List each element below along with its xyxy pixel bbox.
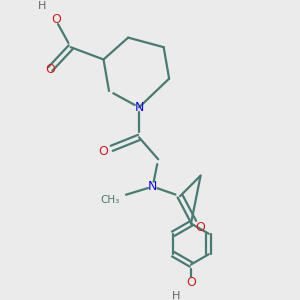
Text: O: O bbox=[186, 276, 196, 289]
Text: H: H bbox=[172, 291, 180, 300]
Text: O: O bbox=[45, 63, 55, 76]
Text: N: N bbox=[148, 180, 158, 193]
Text: O: O bbox=[196, 221, 206, 234]
Text: O: O bbox=[51, 13, 61, 26]
Text: H: H bbox=[38, 1, 46, 11]
Text: CH₃: CH₃ bbox=[101, 195, 120, 205]
Text: O: O bbox=[99, 145, 109, 158]
Text: N: N bbox=[134, 101, 144, 114]
